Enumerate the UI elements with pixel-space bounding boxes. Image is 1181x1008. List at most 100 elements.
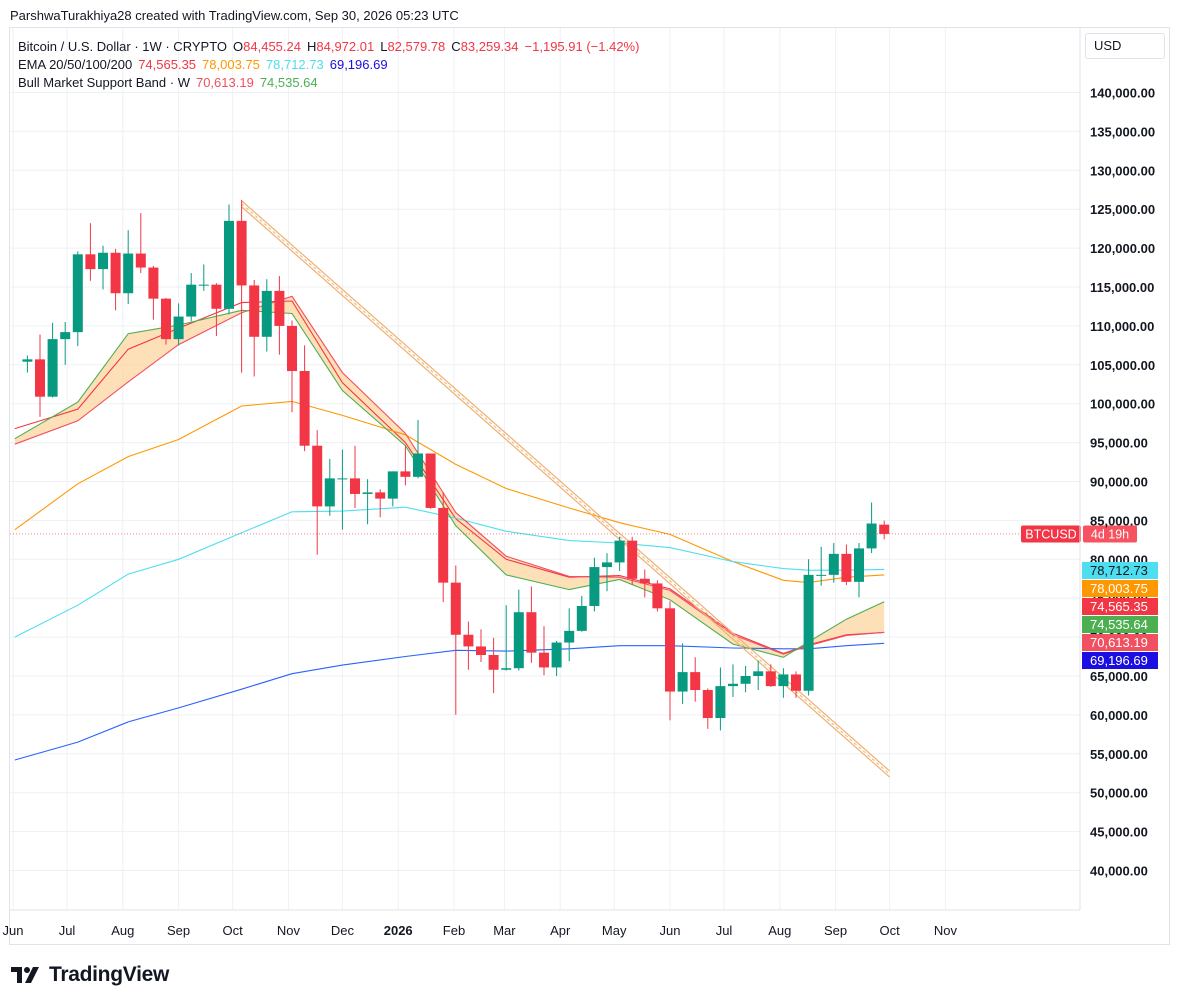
x-tick-label: Nov <box>277 923 301 938</box>
candle-body <box>47 339 58 397</box>
candle <box>110 248 121 311</box>
tradingview-logo[interactable]: TradingView <box>11 963 169 987</box>
candle-body <box>501 668 512 670</box>
ema-label[interactable]: EMA 20/50/100/200 <box>18 57 133 72</box>
y-tick-label: 65,000.00 <box>1090 669 1148 684</box>
candle <box>400 445 411 486</box>
candle-body <box>425 453 436 508</box>
line-ema-100 <box>14 506 885 638</box>
candle-body <box>702 690 713 719</box>
symbol-tag <box>1021 525 1081 543</box>
x-tick-label: Mar <box>493 923 516 938</box>
candle <box>513 589 524 671</box>
candle <box>463 621 474 670</box>
candle-body <box>866 523 877 549</box>
candle <box>387 471 398 507</box>
y-tick-label: 120,000.00 <box>1090 241 1155 256</box>
y-tick-label: 55,000.00 <box>1090 747 1148 762</box>
candle-body <box>765 671 776 687</box>
y-tick-label: 60,000.00 <box>1090 708 1148 723</box>
candle-body <box>362 492 373 494</box>
y-tick-label: 95,000.00 <box>1090 436 1148 451</box>
candle <box>72 251 83 347</box>
ema20-value: 74,565.35 <box>138 57 197 72</box>
candle <box>161 297 171 345</box>
candle <box>614 536 625 571</box>
currency-selector[interactable]: USD <box>1085 33 1165 59</box>
y-tick-label: 50,000.00 <box>1090 786 1148 801</box>
candle <box>350 445 360 508</box>
candle <box>602 553 612 592</box>
candle <box>778 668 789 698</box>
candle-body <box>274 290 285 326</box>
candle <box>438 492 449 603</box>
candle <box>476 629 486 662</box>
candle <box>261 279 272 352</box>
close-value: 83,259.34 <box>460 39 519 54</box>
x-tick-label: Oct <box>879 923 900 938</box>
candle-body <box>337 478 348 480</box>
candle <box>828 542 839 583</box>
candle <box>551 640 562 676</box>
candle-body <box>60 332 71 340</box>
x-tick-label: Nov <box>934 923 958 938</box>
x-tick-label: Feb <box>443 923 465 938</box>
candle <box>425 453 436 509</box>
candle-body <box>728 683 738 687</box>
candle-body <box>375 492 386 499</box>
candle-body <box>450 582 461 635</box>
change-value: −1,195.91 (−1.42%) <box>524 39 640 54</box>
candle-body <box>715 686 726 719</box>
bmsb-ema-value: 74,535.64 <box>259 75 318 90</box>
low-label: L <box>380 39 388 54</box>
symbol-title[interactable]: Bitcoin / U.S. Dollar · 1W · CRYPTO <box>18 39 228 54</box>
candle <box>728 664 738 698</box>
candle <box>866 502 877 554</box>
candle <box>564 608 575 662</box>
candle <box>35 334 45 417</box>
bmsb-label[interactable]: Bull Market Support Band · W <box>18 75 190 90</box>
candle-body <box>778 674 789 687</box>
candle-body <box>828 553 839 575</box>
indicator-value-labels: 78,712.73 78,003.75 74,565.35 74,535.64 70,6… <box>1082 562 1158 669</box>
candle <box>526 586 537 663</box>
x-tick-label: Oct <box>222 923 243 938</box>
x-tick-label: Sep <box>167 923 190 938</box>
candle <box>702 688 713 729</box>
x-tick-label: Jul <box>716 923 733 938</box>
y-tick-label: 110,000.00 <box>1090 319 1154 334</box>
candle <box>816 546 827 586</box>
candle-body <box>753 671 764 676</box>
candle <box>690 657 701 702</box>
legend-ema-row: EMA 20/50/100/200 74,565.35 78,003.75 78,71… <box>18 56 645 74</box>
bmsb-sma-value: 70,613.19 <box>195 75 254 90</box>
y-tick-label: 45,000.00 <box>1090 825 1148 840</box>
value-label-bg <box>1082 580 1158 597</box>
candle-body <box>22 359 33 362</box>
candle-body <box>299 371 310 446</box>
y-tick-label: 140,000.00 <box>1090 86 1155 101</box>
candle-body <box>513 612 524 669</box>
x-tick-label: Jun <box>3 923 24 938</box>
candle-body <box>438 507 449 583</box>
candle <box>299 345 310 452</box>
candle <box>715 667 726 731</box>
close-label: C <box>451 39 461 54</box>
candle-body <box>186 284 197 317</box>
candle-body <box>400 471 411 477</box>
candle-body <box>198 284 209 286</box>
y-tick-label: 105,000.00 <box>1090 358 1155 373</box>
value-label: 74,565.35 <box>1090 599 1148 614</box>
value-label-bg <box>1082 562 1158 579</box>
x-tick-label: Aug <box>768 923 791 938</box>
candle-body <box>123 253 134 294</box>
candle-body <box>312 445 323 507</box>
candle <box>312 430 323 555</box>
ema50-value: 78,003.75 <box>202 57 260 72</box>
candle <box>652 580 663 612</box>
candle <box>135 213 146 273</box>
candle <box>488 637 499 694</box>
candle-body <box>476 646 486 655</box>
candle <box>85 223 96 281</box>
